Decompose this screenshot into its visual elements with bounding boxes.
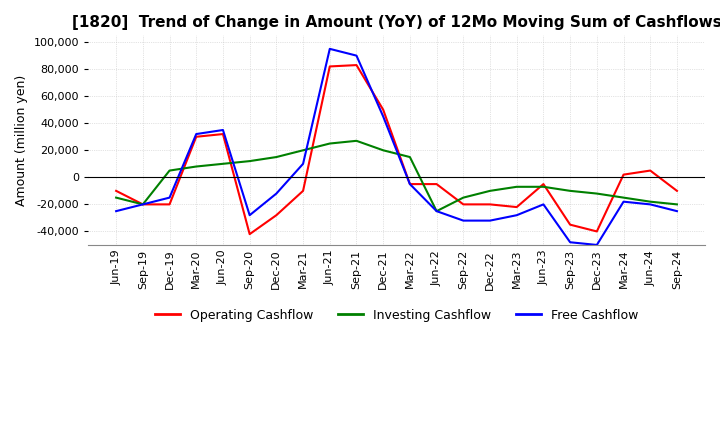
Investing Cashflow: [513, 184, 521, 190]
Investing Cashflow: [192, 164, 201, 169]
Free Cashflow: [299, 161, 307, 166]
Investing Cashflow: [325, 141, 334, 146]
Operating Cashflow: [619, 172, 628, 177]
Free Cashflow: [432, 209, 441, 214]
Operating Cashflow: [325, 64, 334, 69]
Investing Cashflow: [432, 209, 441, 214]
Operating Cashflow: [192, 134, 201, 139]
Operating Cashflow: [405, 181, 414, 187]
Operating Cashflow: [138, 202, 147, 207]
Investing Cashflow: [459, 195, 467, 200]
Investing Cashflow: [379, 148, 387, 153]
Free Cashflow: [646, 202, 654, 207]
Investing Cashflow: [619, 195, 628, 200]
Operating Cashflow: [539, 181, 548, 187]
Free Cashflow: [165, 195, 174, 200]
Operating Cashflow: [459, 202, 467, 207]
Investing Cashflow: [272, 154, 281, 160]
Investing Cashflow: [593, 191, 601, 196]
Operating Cashflow: [246, 231, 254, 237]
Investing Cashflow: [646, 199, 654, 204]
Free Cashflow: [405, 181, 414, 187]
Operating Cashflow: [352, 62, 361, 68]
Free Cashflow: [486, 218, 495, 223]
Operating Cashflow: [165, 202, 174, 207]
Free Cashflow: [513, 213, 521, 218]
Investing Cashflow: [112, 195, 120, 200]
Investing Cashflow: [165, 168, 174, 173]
Line: Free Cashflow: Free Cashflow: [116, 49, 677, 245]
Free Cashflow: [593, 242, 601, 248]
Line: Operating Cashflow: Operating Cashflow: [116, 65, 677, 234]
Legend: Operating Cashflow, Investing Cashflow, Free Cashflow: Operating Cashflow, Investing Cashflow, …: [150, 304, 644, 327]
Free Cashflow: [672, 209, 681, 214]
Operating Cashflow: [299, 188, 307, 194]
Free Cashflow: [325, 46, 334, 51]
Free Cashflow: [246, 213, 254, 218]
Free Cashflow: [138, 202, 147, 207]
Line: Investing Cashflow: Investing Cashflow: [116, 141, 677, 211]
Operating Cashflow: [486, 202, 495, 207]
Operating Cashflow: [379, 107, 387, 112]
Investing Cashflow: [299, 148, 307, 153]
Title: [1820]  Trend of Change in Amount (YoY) of 12Mo Moving Sum of Cashflows: [1820] Trend of Change in Amount (YoY) o…: [72, 15, 720, 30]
Operating Cashflow: [566, 222, 575, 227]
Operating Cashflow: [513, 205, 521, 210]
Free Cashflow: [192, 132, 201, 137]
Operating Cashflow: [112, 188, 120, 194]
Free Cashflow: [539, 202, 548, 207]
Investing Cashflow: [539, 184, 548, 190]
Free Cashflow: [352, 53, 361, 58]
Operating Cashflow: [219, 132, 228, 137]
Investing Cashflow: [672, 202, 681, 207]
Free Cashflow: [112, 209, 120, 214]
Investing Cashflow: [566, 188, 575, 194]
Free Cashflow: [619, 199, 628, 204]
Investing Cashflow: [352, 138, 361, 143]
Free Cashflow: [272, 191, 281, 196]
Free Cashflow: [379, 114, 387, 119]
Operating Cashflow: [646, 168, 654, 173]
Free Cashflow: [566, 240, 575, 245]
Investing Cashflow: [405, 154, 414, 160]
Investing Cashflow: [138, 202, 147, 207]
Operating Cashflow: [593, 229, 601, 234]
Investing Cashflow: [246, 158, 254, 164]
Investing Cashflow: [219, 161, 228, 166]
Free Cashflow: [459, 218, 467, 223]
Operating Cashflow: [672, 188, 681, 194]
Operating Cashflow: [272, 213, 281, 218]
Free Cashflow: [219, 127, 228, 132]
Investing Cashflow: [486, 188, 495, 194]
Operating Cashflow: [432, 181, 441, 187]
Y-axis label: Amount (million yen): Amount (million yen): [15, 74, 28, 206]
